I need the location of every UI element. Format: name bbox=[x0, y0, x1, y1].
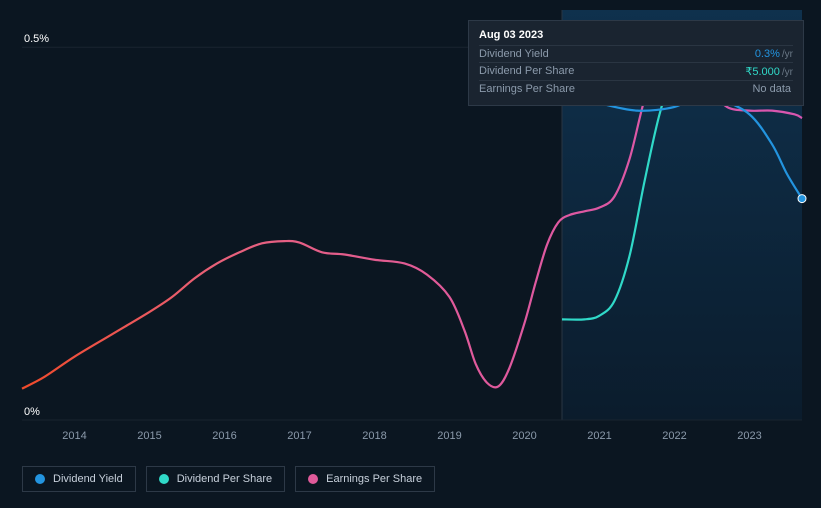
tooltip-date: Aug 03 2023 bbox=[479, 29, 793, 41]
tooltip-row: Earnings Per Share No data bbox=[479, 80, 793, 97]
x-tick-label: 2023 bbox=[737, 430, 761, 442]
x-tick-label: 2020 bbox=[512, 430, 536, 442]
legend-swatch-icon bbox=[308, 474, 318, 484]
legend-item-dividend_per_share[interactable]: Dividend Per Share bbox=[146, 466, 285, 492]
chart-legend: Dividend Yield Dividend Per Share Earnings… bbox=[22, 466, 435, 492]
chart-tooltip: Aug 03 2023 Dividend Yield0.3%/yrDividen… bbox=[468, 20, 804, 106]
x-axis-labels: 2014 2015 2016 2017 2018 2019 2020 2021 2022 2023 bbox=[22, 430, 802, 446]
tooltip-row-value: ₹5.000/yr bbox=[745, 65, 793, 78]
legend-label: Dividend Yield bbox=[53, 473, 123, 485]
end-marker-icon bbox=[798, 195, 806, 203]
legend-swatch-icon bbox=[159, 474, 169, 484]
legend-label: Dividend Per Share bbox=[177, 473, 272, 485]
tooltip-row-value: No data bbox=[752, 83, 793, 95]
tooltip-row-label: Dividend Yield bbox=[479, 48, 549, 60]
legend-item-earnings_per_share[interactable]: Earnings Per Share bbox=[295, 466, 435, 492]
x-tick-label: 2017 bbox=[287, 430, 311, 442]
x-tick-label: 2018 bbox=[362, 430, 386, 442]
x-tick-label: 2022 bbox=[662, 430, 686, 442]
legend-swatch-icon bbox=[35, 474, 45, 484]
x-tick-label: 2015 bbox=[137, 430, 161, 442]
y-tick-label: 0% bbox=[24, 406, 40, 418]
x-tick-label: 2014 bbox=[62, 430, 86, 442]
tooltip-row-label: Dividend Per Share bbox=[479, 65, 574, 78]
tooltip-row: Dividend Yield 0.3%/yr bbox=[479, 45, 793, 62]
legend-label: Earnings Per Share bbox=[326, 473, 422, 485]
x-tick-label: 2019 bbox=[437, 430, 461, 442]
x-tick-label: 2016 bbox=[212, 430, 236, 442]
dividend-chart: 0%0.5% 201420152016201720182019202020212… bbox=[0, 0, 821, 508]
x-tick-label: 2021 bbox=[587, 430, 611, 442]
legend-item-dividend_yield[interactable]: Dividend Yield bbox=[22, 466, 136, 492]
tooltip-row-label: Earnings Per Share bbox=[479, 83, 575, 95]
y-tick-label: 0.5% bbox=[24, 33, 49, 45]
tooltip-row: Dividend Per Share ₹5.000/yr bbox=[479, 62, 793, 80]
tooltip-row-value: 0.3%/yr bbox=[755, 48, 793, 60]
